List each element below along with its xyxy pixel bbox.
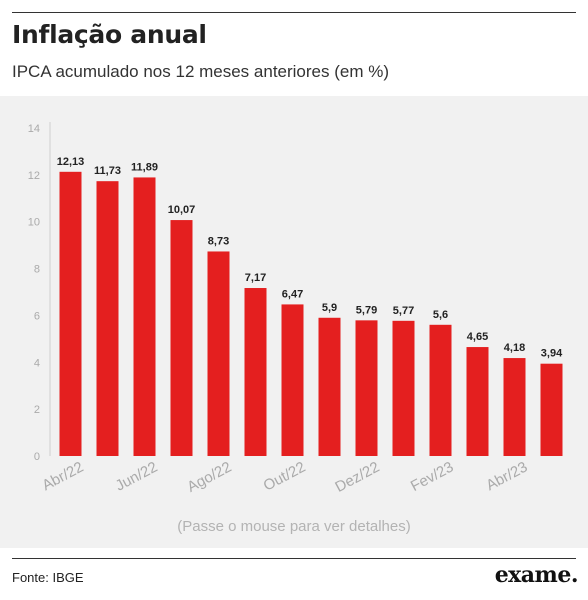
chart-title: Inflação anual [12, 20, 207, 49]
bottom-rule [12, 558, 576, 559]
x-tick-label: Out/22 [261, 459, 309, 495]
bar-value-label: 5,9 [322, 302, 337, 314]
bar[interactable] [244, 288, 267, 456]
bar-value-label: 8,73 [208, 235, 229, 247]
bar[interactable] [281, 304, 304, 456]
bar-value-label: 4,65 [467, 331, 488, 343]
y-tick-label: 0 [34, 451, 40, 463]
y-tick-label: 12 [28, 170, 40, 182]
bar[interactable] [96, 181, 119, 456]
bar-value-label: 4,18 [504, 342, 525, 354]
y-tick-label: 8 [34, 264, 40, 276]
x-tick-label: Fev/23 [408, 459, 456, 496]
bar[interactable] [540, 363, 563, 456]
y-tick-label: 10 [28, 217, 40, 229]
bar-value-label: 5,77 [393, 305, 414, 317]
bar[interactable] [207, 251, 230, 456]
x-tick-label: Abr/22 [39, 459, 86, 495]
bar-value-label: 6,47 [282, 288, 303, 300]
bar-value-label: 11,89 [131, 161, 158, 173]
bar[interactable] [392, 320, 415, 456]
bar[interactable] [503, 358, 526, 456]
bar-value-label: 5,79 [356, 304, 377, 316]
y-tick-label: 14 [28, 123, 40, 135]
bar-value-label: 5,6 [433, 309, 448, 321]
bar[interactable] [429, 324, 452, 456]
source-note: Fonte: IBGE [12, 570, 84, 585]
x-tick-label: Abr/23 [483, 459, 530, 495]
bar[interactable] [466, 347, 489, 456]
hover-hint: (Passe o mouse para ver detalhes) [177, 518, 411, 535]
y-tick-label: 4 [34, 357, 40, 369]
y-tick-label: 2 [34, 404, 40, 416]
bar[interactable] [59, 171, 82, 456]
exame-logo: exame. [494, 562, 579, 588]
bar-value-label: 10,07 [168, 204, 196, 216]
bar-value-label: 11,73 [94, 165, 121, 177]
chart-subtitle: IPCA acumulado nos 12 meses anteriores (… [12, 62, 390, 81]
bar[interactable] [170, 220, 193, 456]
bar[interactable] [355, 320, 378, 456]
bar-value-label: 12,13 [57, 156, 85, 168]
x-tick-label: Dez/22 [332, 459, 382, 496]
y-tick-label: 6 [34, 310, 40, 322]
bar-value-label: 7,17 [245, 272, 266, 284]
bar[interactable] [133, 177, 156, 456]
x-tick-label: Ago/22 [184, 459, 234, 496]
x-tick-label: Jun/22 [113, 459, 161, 495]
top-rule [12, 12, 576, 13]
bar-chart[interactable]: 0 2 4 6 8 10 12 14 12,13 Abr/22 11,73 11,89 Jun/22 10… [0, 96, 588, 516]
bar-value-label: 3,94 [541, 348, 563, 360]
bar[interactable] [318, 317, 341, 456]
